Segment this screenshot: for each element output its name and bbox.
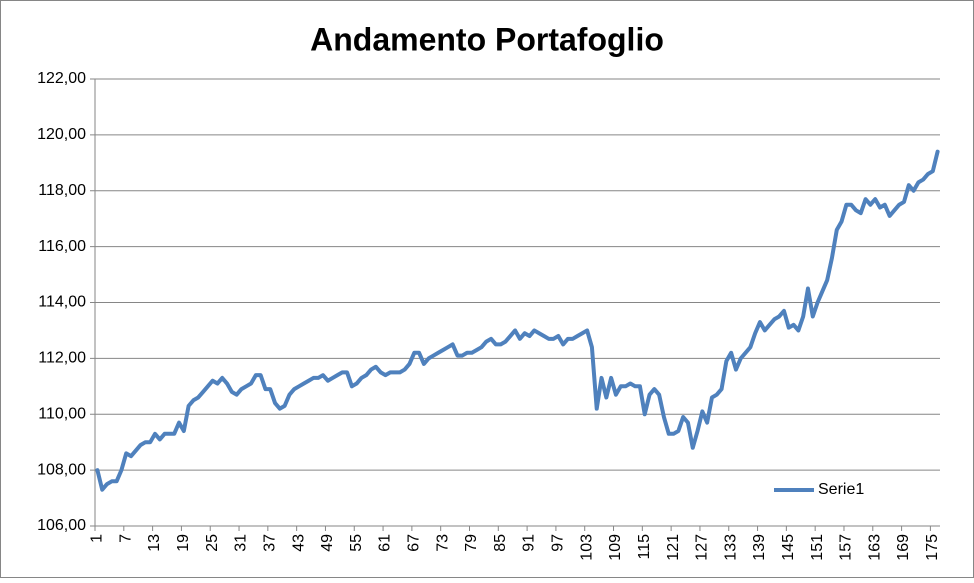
y-tick-label: 108,00 [37, 461, 86, 478]
y-tick-label: 106,00 [37, 517, 86, 534]
x-tick-label: 25 [204, 534, 221, 552]
y-tick-label: 112,00 [38, 350, 86, 367]
x-tick-label: 13 [146, 534, 163, 552]
x-tick-label: 1 [89, 534, 106, 543]
x-tick-label: 37 [261, 534, 278, 552]
x-tick-label: 55 [348, 534, 365, 552]
x-tick-label: 157 [838, 534, 855, 561]
x-tick-label: 103 [578, 534, 595, 561]
x-tick-label: 133 [722, 534, 739, 561]
chart-title: Andamento Portafoglio [310, 21, 664, 57]
x-tick-label: 31 [233, 534, 250, 552]
y-tick-label: 122,00 [37, 70, 86, 87]
x-tick-label: 169 [895, 534, 912, 561]
x-tick-label: 127 [694, 534, 711, 561]
x-tick-label: 163 [866, 534, 883, 561]
x-tick-label: 97 [550, 534, 567, 552]
y-tick-label: 110,00 [38, 405, 86, 422]
series-line [95, 149, 940, 492]
x-tick-label: 175 [924, 534, 941, 561]
x-tick-label: 91 [521, 534, 538, 552]
y-tick-label: 118,00 [38, 182, 86, 199]
x-tick-label: 151 [809, 534, 826, 561]
x-tick-label: 19 [175, 534, 192, 552]
legend-label: Serie1 [818, 481, 864, 498]
y-tick-label: 114,00 [38, 294, 86, 311]
x-tick-label: 145 [780, 534, 797, 561]
x-tick-label: 109 [607, 534, 624, 561]
x-tick-label: 61 [377, 534, 394, 552]
x-tick-label: 79 [463, 534, 480, 552]
x-tick-label: 49 [319, 534, 336, 552]
x-tick-label: 139 [751, 534, 768, 561]
x-tick-label: 43 [290, 534, 307, 552]
y-tick-label: 116,00 [38, 238, 86, 255]
x-tick-label: 7 [117, 534, 134, 543]
x-tick-label: 73 [434, 534, 451, 552]
x-tick-label: 85 [492, 534, 509, 552]
x-tick-label: 121 [665, 534, 682, 561]
x-tick-label: 115 [636, 534, 653, 560]
x-tick-label: 67 [405, 534, 422, 552]
y-tick-label: 120,00 [37, 126, 86, 143]
